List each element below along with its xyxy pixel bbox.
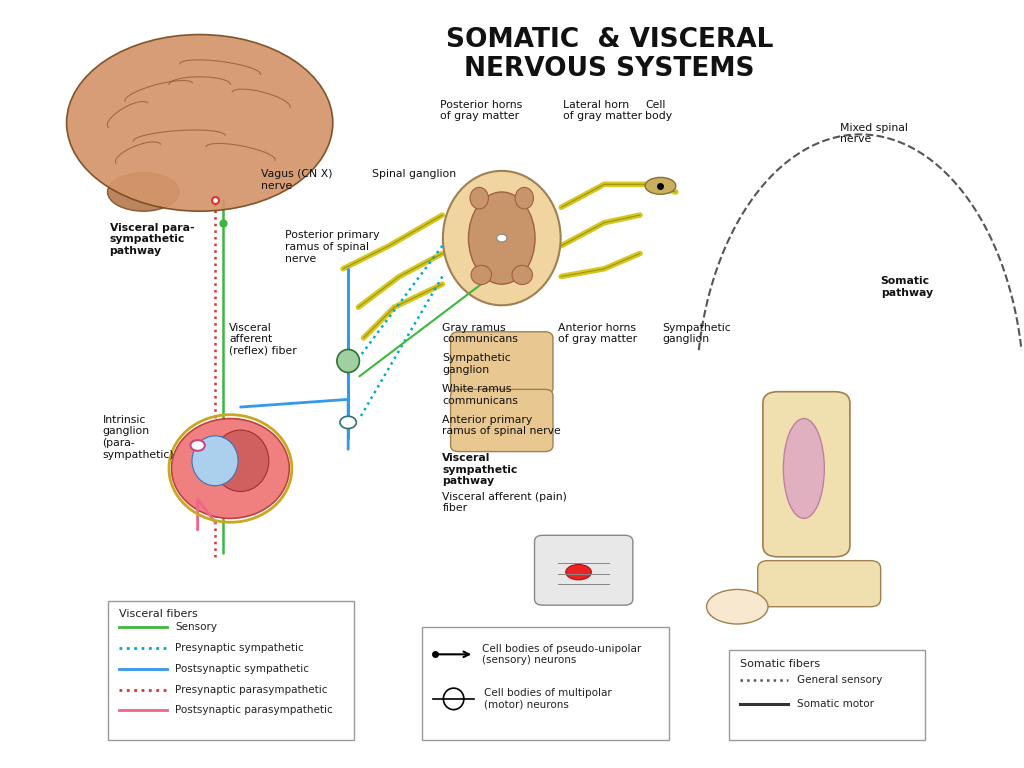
Ellipse shape bbox=[469, 192, 535, 284]
Ellipse shape bbox=[512, 266, 532, 285]
Text: Lateral horn
of gray matter: Lateral horn of gray matter bbox=[563, 100, 642, 121]
Text: Posterior horns
of gray matter: Posterior horns of gray matter bbox=[440, 100, 522, 121]
Text: Visceral para-
sympathetic
pathway: Visceral para- sympathetic pathway bbox=[110, 223, 195, 256]
Text: Spinal ganglion: Spinal ganglion bbox=[372, 169, 456, 179]
Text: Cell bodies of multipolar
(motor) neurons: Cell bodies of multipolar (motor) neuron… bbox=[484, 688, 612, 710]
Text: SOMATIC  & VISCERAL
NERVOUS SYSTEMS: SOMATIC & VISCERAL NERVOUS SYSTEMS bbox=[445, 27, 773, 82]
Text: White ramus
communicans: White ramus communicans bbox=[442, 384, 518, 406]
Ellipse shape bbox=[340, 416, 356, 429]
Text: Cell bodies of pseudo-unipolar
(sensory) neurons: Cell bodies of pseudo-unipolar (sensory)… bbox=[482, 644, 642, 665]
FancyBboxPatch shape bbox=[763, 392, 850, 557]
FancyBboxPatch shape bbox=[729, 650, 925, 740]
Ellipse shape bbox=[783, 419, 824, 518]
FancyBboxPatch shape bbox=[108, 601, 354, 740]
Ellipse shape bbox=[172, 419, 290, 518]
Ellipse shape bbox=[497, 234, 507, 242]
Ellipse shape bbox=[707, 590, 768, 624]
Text: Somatic motor: Somatic motor bbox=[797, 699, 873, 710]
Text: Postsynaptic parasympathetic: Postsynaptic parasympathetic bbox=[175, 705, 333, 716]
Ellipse shape bbox=[108, 173, 179, 211]
FancyBboxPatch shape bbox=[758, 561, 881, 607]
FancyBboxPatch shape bbox=[451, 389, 553, 452]
Text: Sympathetic
ganglion: Sympathetic ganglion bbox=[442, 353, 511, 375]
Text: Sympathetic
ganglion: Sympathetic ganglion bbox=[663, 323, 731, 344]
Text: Gray ramus
communicans: Gray ramus communicans bbox=[442, 323, 518, 344]
Text: Somatic fibers: Somatic fibers bbox=[740, 659, 820, 669]
Text: Visceral afferent (pain)
fiber: Visceral afferent (pain) fiber bbox=[442, 492, 567, 513]
Ellipse shape bbox=[337, 349, 359, 372]
Ellipse shape bbox=[193, 435, 238, 485]
FancyBboxPatch shape bbox=[451, 332, 553, 394]
FancyBboxPatch shape bbox=[422, 627, 669, 740]
Text: Postsynaptic sympathetic: Postsynaptic sympathetic bbox=[175, 664, 309, 674]
Text: Intrinsic
ganglion
(para-
sympathetic): Intrinsic ganglion (para- sympathetic) bbox=[102, 415, 174, 459]
FancyBboxPatch shape bbox=[535, 535, 633, 605]
Ellipse shape bbox=[470, 187, 488, 209]
Ellipse shape bbox=[443, 688, 464, 710]
Text: Visceral
afferent
(reflex) fiber: Visceral afferent (reflex) fiber bbox=[229, 323, 297, 356]
Text: Visceral fibers: Visceral fibers bbox=[119, 609, 198, 619]
Text: Presynaptic sympathetic: Presynaptic sympathetic bbox=[175, 643, 304, 654]
Text: Vagus (CN X)
nerve: Vagus (CN X) nerve bbox=[261, 169, 333, 190]
Text: Sensory: Sensory bbox=[175, 622, 217, 633]
Text: Visceral
sympathetic
pathway: Visceral sympathetic pathway bbox=[442, 453, 518, 486]
Ellipse shape bbox=[645, 177, 676, 194]
Text: General sensory: General sensory bbox=[797, 674, 882, 685]
Ellipse shape bbox=[213, 430, 268, 492]
Ellipse shape bbox=[515, 187, 534, 209]
Ellipse shape bbox=[190, 440, 205, 451]
Text: Anterior horns
of gray matter: Anterior horns of gray matter bbox=[558, 323, 637, 344]
Text: Somatic
pathway: Somatic pathway bbox=[881, 276, 933, 298]
Text: Mixed spinal
nerve: Mixed spinal nerve bbox=[840, 123, 907, 144]
Ellipse shape bbox=[565, 564, 591, 580]
Text: Anterior primary
ramus of spinal nerve: Anterior primary ramus of spinal nerve bbox=[442, 415, 561, 436]
Text: Presynaptic parasympathetic: Presynaptic parasympathetic bbox=[175, 684, 328, 695]
Text: Cell
body: Cell body bbox=[645, 100, 672, 121]
Ellipse shape bbox=[67, 35, 333, 211]
Ellipse shape bbox=[442, 171, 561, 306]
Text: Posterior primary
ramus of spinal
nerve: Posterior primary ramus of spinal nerve bbox=[285, 230, 379, 263]
Ellipse shape bbox=[471, 266, 492, 285]
